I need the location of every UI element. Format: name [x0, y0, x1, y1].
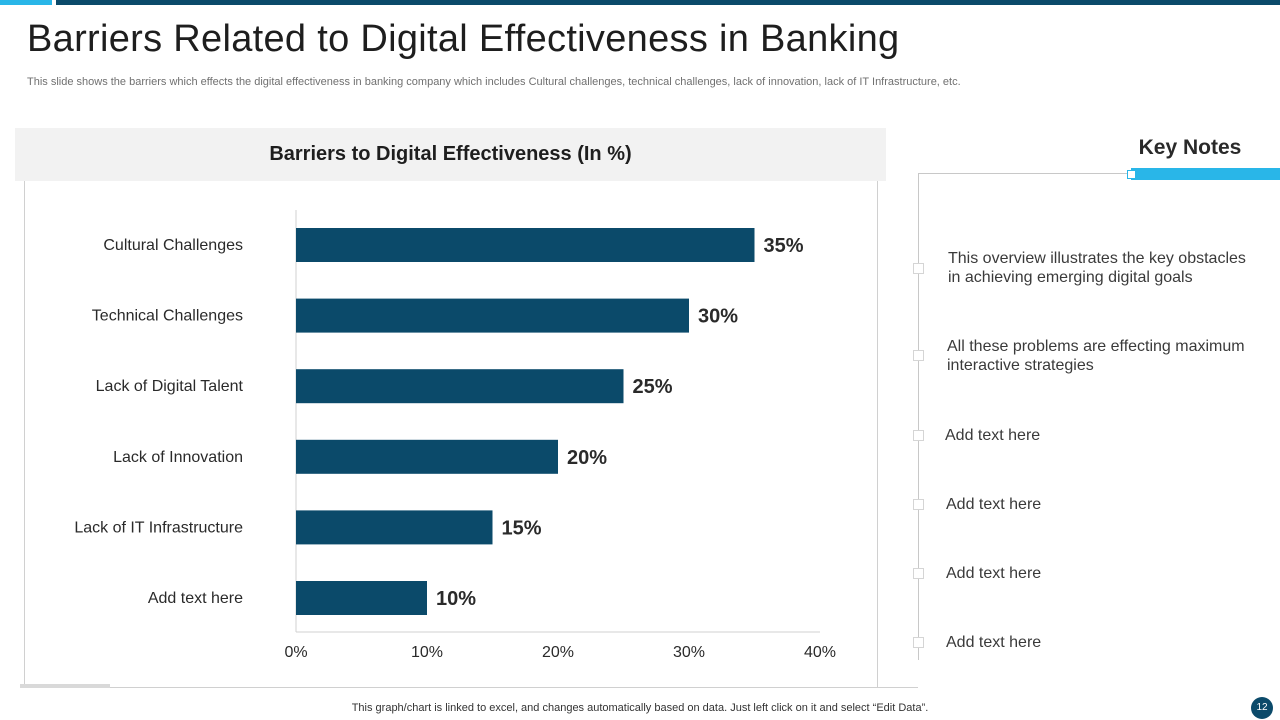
- note-marker: [913, 637, 924, 648]
- category-label: Technical Challenges: [92, 308, 243, 325]
- note-text-line: Add text here: [945, 427, 1041, 444]
- chart-frame-bottom: [24, 687, 918, 688]
- page-title: Barriers Related to Digital Effectivenes…: [27, 18, 900, 60]
- category-label: Add text here: [148, 590, 243, 607]
- data-label: 35%: [764, 235, 804, 257]
- data-label: 15%: [502, 517, 542, 539]
- note-item-4: Add text here: [946, 495, 1041, 514]
- note-item-2: All these problems are effecting maximum…: [947, 337, 1245, 375]
- top-accent-bar: [0, 0, 52, 5]
- bottom-gray-strip: [20, 684, 110, 688]
- note-marker: [913, 430, 924, 441]
- note-item-6: Add text here: [946, 633, 1041, 652]
- category-label: Lack of IT Infrastructure: [74, 519, 243, 536]
- category-label: Lack of Digital Talent: [96, 378, 244, 395]
- key-notes-connector: [918, 173, 1131, 174]
- data-label: 25%: [633, 376, 673, 398]
- chart-title: Barriers to Digital Effectiveness (In %): [269, 143, 632, 165]
- note-item-5: Add text here: [946, 564, 1041, 583]
- note-text-line: Add text here: [946, 496, 1042, 513]
- category-label: Cultural Challenges: [103, 237, 243, 254]
- note-marker: [913, 263, 924, 274]
- note-marker: [913, 568, 924, 579]
- note-marker: [913, 499, 924, 510]
- chart-frame-left: [24, 181, 25, 687]
- key-notes-title: Key Notes: [1138, 136, 1242, 159]
- bar-4: [296, 439, 558, 474]
- x-tick-label: 30%: [673, 644, 705, 661]
- top-dark-bar: [56, 0, 1280, 5]
- note-text-line: All these problems are effecting maximum: [947, 338, 1245, 355]
- data-label: 10%: [436, 588, 476, 610]
- x-tick-label: 40%: [804, 644, 836, 661]
- bar-6: [296, 581, 427, 615]
- page-subtitle: This slide shows the barriers which effe…: [27, 76, 961, 88]
- chart-header-band: [15, 128, 886, 181]
- data-label: 20%: [567, 447, 607, 469]
- x-tick-label: 0%: [284, 644, 307, 661]
- chart-frame-right: [877, 181, 878, 687]
- bar-1: [296, 228, 755, 262]
- key-notes-accent-bar: [1131, 168, 1280, 180]
- x-tick-label: 10%: [411, 644, 443, 661]
- x-tick-label: 20%: [542, 644, 574, 661]
- bar-chart[interactable]: Cultural Challenges 35% Technical Challeng…: [0, 0, 900, 690]
- data-label: 30%: [698, 306, 738, 328]
- note-text-line: in achieving emerging digital goals: [948, 269, 1193, 286]
- bar-3: [296, 369, 624, 404]
- note-item-1: This overview illustrates the key obstac…: [948, 249, 1246, 287]
- page-number-badge: 12: [1251, 697, 1273, 719]
- note-item-3: Add text here: [945, 426, 1040, 445]
- note-marker: [913, 350, 924, 361]
- footer-note: This graph/chart is linked to excel, and…: [351, 702, 929, 714]
- category-label: Lack of Innovation: [113, 449, 243, 466]
- note-text-line: Add text here: [946, 634, 1042, 651]
- bar-2: [296, 298, 689, 333]
- note-text-line: interactive strategies: [947, 357, 1094, 374]
- note-text-line: This overview illustrates the key obstac…: [948, 250, 1246, 267]
- note-text-line: Add text here: [946, 565, 1042, 582]
- bar-5: [296, 510, 493, 545]
- key-notes-timeline: [918, 173, 919, 660]
- key-notes-node: [1127, 170, 1136, 179]
